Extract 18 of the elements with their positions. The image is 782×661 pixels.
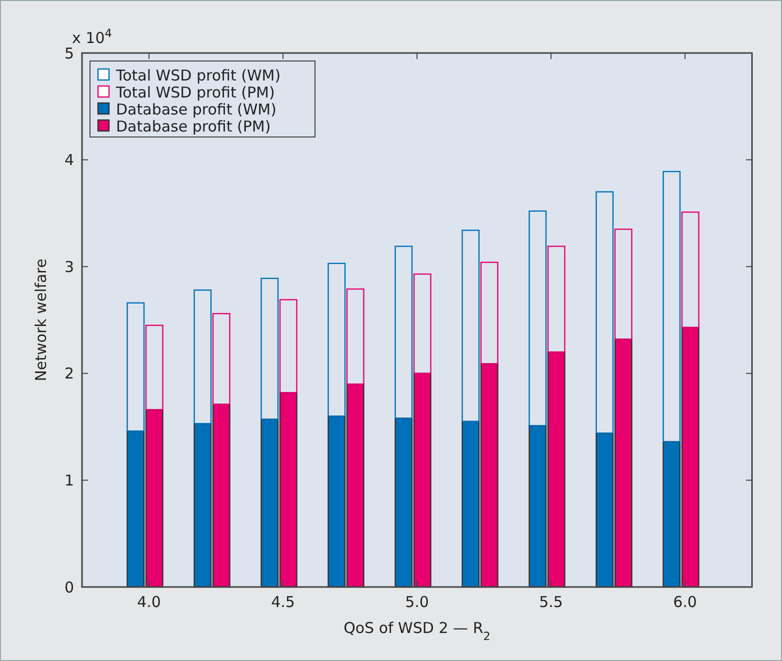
legend-label: Database profit (WM) [116,100,276,118]
y-tick-label: 5 [64,44,74,62]
x-tick-label: 5.5 [539,593,563,611]
legend-label: Total WSD profit (PM) [115,83,275,102]
legend-label: Database profit (PM) [116,117,271,136]
legend-label: Total WSD profit (WM) [115,66,281,84]
x-tick-label: 4.5 [271,593,295,611]
x-axis-title: QoS of WSD 2 — R$_{2}$ [344,619,490,642]
x-tick-label: 6.0 [673,593,697,611]
y-tick-label: 1 [64,471,74,490]
y-tick-label: 0 [64,578,74,596]
y-axis-title: Network welfare [32,258,50,382]
x-tick-label: 4.0 [137,593,161,611]
y-tick-label: 3 [64,258,74,276]
text: x 10$^{4}$ [72,26,112,47]
x-tick-label: 5.0 [405,593,429,611]
y-tick-label: 4 [64,151,74,170]
y-tick-label: 2 [64,364,74,383]
